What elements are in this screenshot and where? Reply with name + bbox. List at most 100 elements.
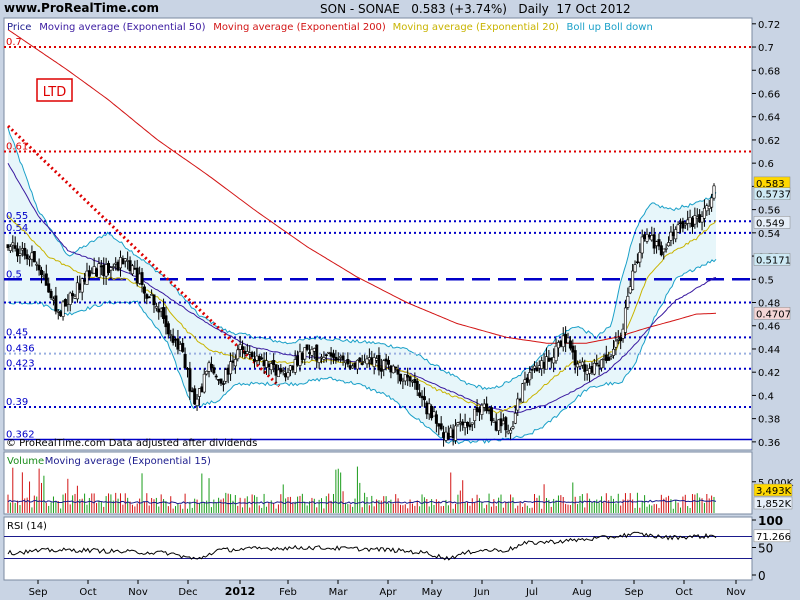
ltd-box [36,78,73,102]
candle-body [329,352,333,357]
bollinger-lower-line [7,258,717,445]
price-tick-label: 0.72 [758,20,780,31]
candle-body [92,266,96,274]
candle-body [580,361,584,366]
price-tick-label: 0.56 [758,206,780,217]
candle-body [487,409,491,412]
value-label-box [753,187,791,200]
candle-body [80,278,84,293]
candle-body [300,353,304,360]
candle-body [564,333,568,344]
site-name[interactable]: www.ProRealTime.com [4,1,159,15]
candle-body [264,360,268,368]
price-tick-label: 0.42 [758,368,780,379]
candle-body [274,364,278,376]
candle-body [602,357,606,360]
candle-body [686,219,690,224]
candle-body [219,378,223,384]
candle-body [540,360,544,369]
candle-body [631,270,635,290]
candle-body [272,360,276,365]
candle-body [604,354,608,361]
candle-body [114,262,118,265]
candle-body [224,369,228,382]
rsi-tick-label: 100 [758,514,783,528]
candle-body [28,258,32,260]
candle-body [111,266,115,268]
candle-body [394,366,398,369]
volume-tick-label: 5,000K [758,478,794,489]
candle-body [358,357,362,362]
candle-body [590,366,594,373]
candle-body [68,292,72,305]
candle-body [226,367,230,375]
candle-body [535,367,539,372]
rsi-last-label: 71.266 [756,532,791,543]
candle-body [370,357,374,365]
candle-body [454,425,458,441]
candle-body [470,422,474,425]
candle-body [379,367,383,372]
price-tick-label: 0.4 [758,391,774,402]
candle-body [576,363,580,368]
price-tick-label: 0.36 [758,438,780,449]
candle-body [288,365,292,371]
candle-body [509,429,513,434]
rsi-last-box [753,529,791,543]
candle-body [104,264,108,277]
candle-body [511,426,515,429]
candle-body [418,392,422,397]
candle-body [116,261,120,271]
candle-body [209,364,213,369]
candle-body [592,362,596,375]
x-tick-label: Mar [329,587,349,598]
price-tick-label: 0.48 [758,299,780,310]
candle-body [382,360,386,370]
candle-body [25,254,29,260]
candle-body [614,340,618,348]
candle-body [142,286,146,294]
candle-body [128,260,132,272]
candle-body [195,398,199,406]
candle-body [23,247,27,256]
candle-body [123,258,127,262]
candle-body [83,279,87,282]
candle-body [588,368,592,374]
candle-body [690,217,694,227]
volume-legend-item: Moving average (Exponential 15) [45,456,211,467]
candle-body [336,358,340,361]
x-tick-label: Aug [572,587,592,598]
candle-body [705,205,709,212]
candle-body [54,295,58,312]
candle-body [525,377,529,383]
candle-body [339,355,343,358]
candle-body [30,252,34,260]
candle-body [229,361,233,375]
x-tick-label: Nov [726,587,746,598]
candle-body [193,388,197,405]
candle-body [40,269,44,276]
candle-body [671,231,675,237]
candle-body [375,358,379,361]
candle-body [56,310,60,313]
volume-legend-item: Volume [7,456,44,467]
level-label: 0.423 [6,359,35,370]
candle-body [99,265,103,268]
candle-body [561,335,565,348]
candle-body [331,353,335,358]
price-tick-label: 0.6 [758,159,774,170]
candle-body [674,229,678,240]
candle-body [664,247,668,250]
value-label: 0.583 [756,179,785,190]
value-label-box [753,216,791,229]
candle-body [157,308,161,313]
candle-body [6,244,10,249]
price-legend-item: Moving average (Exponential 200) [213,22,386,33]
candle-body [248,352,252,355]
candle-body [200,386,204,393]
candle-body [681,220,685,229]
candle-body [8,246,12,251]
candle-body [638,251,642,263]
volume-ema15-line [7,499,717,505]
candle-body [434,414,438,424]
